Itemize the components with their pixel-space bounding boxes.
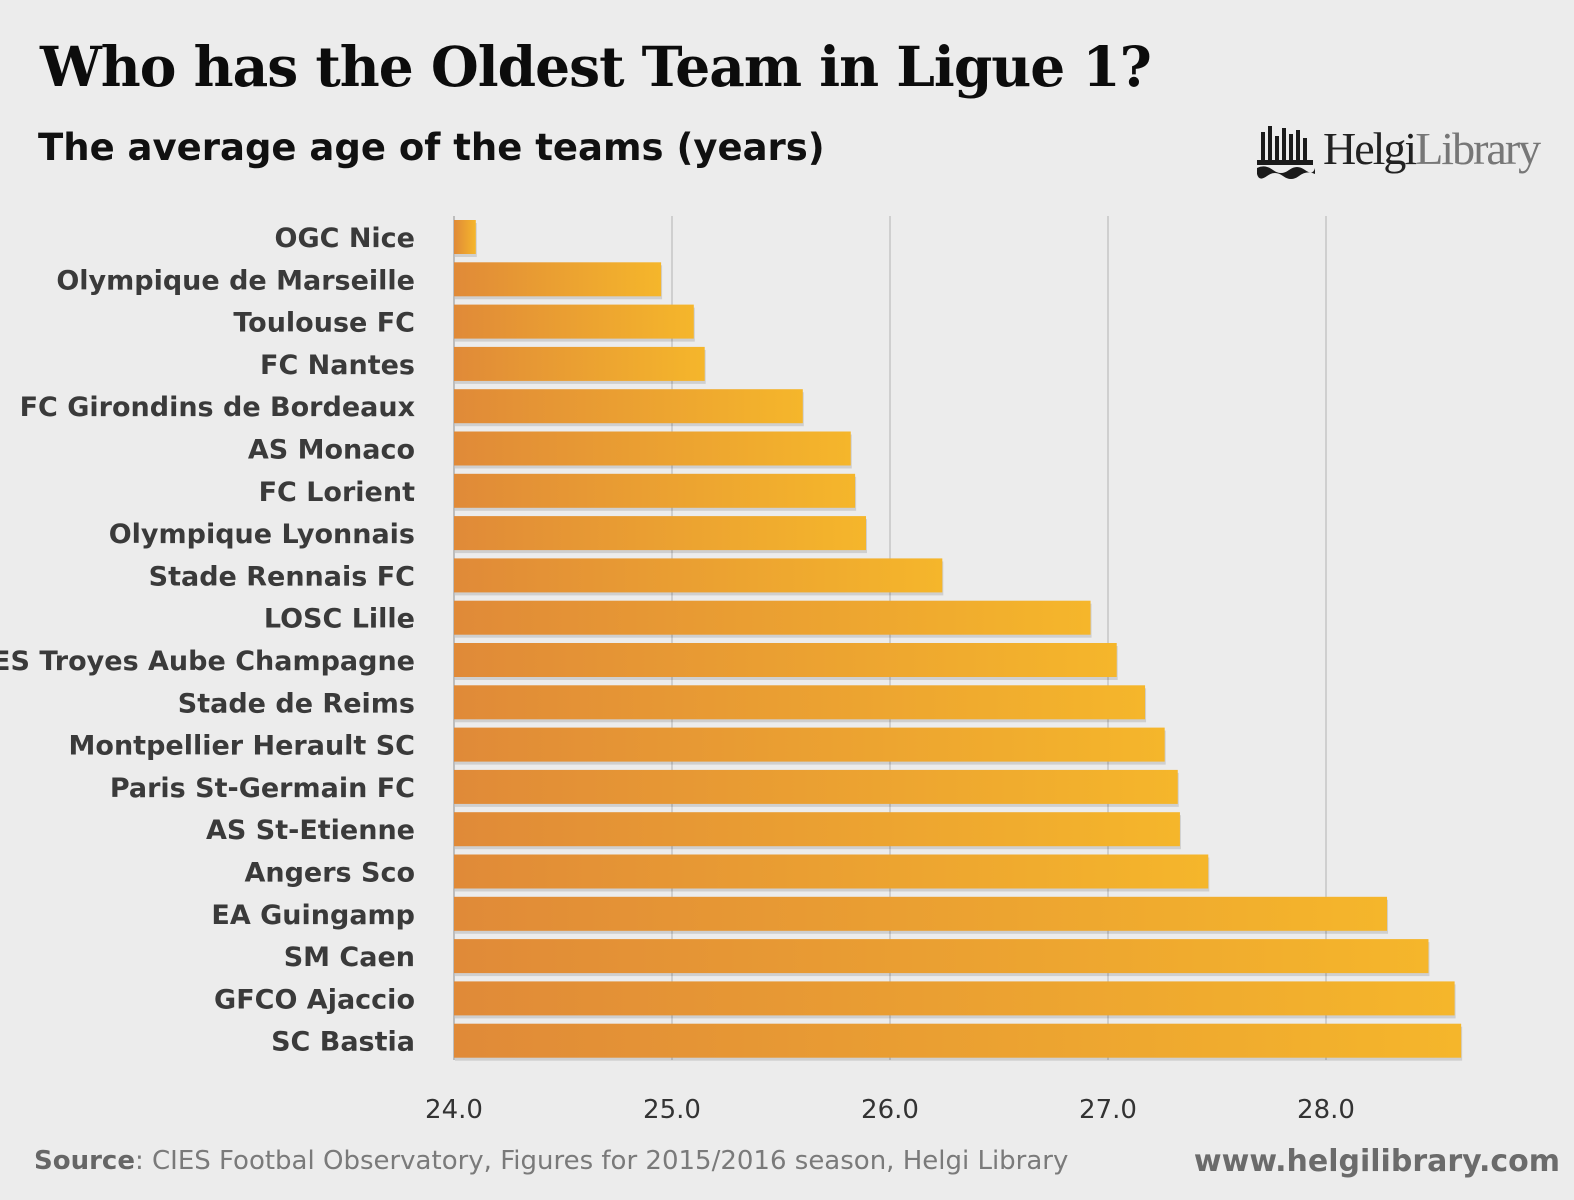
category-label: Paris St-Germain FC [110,773,415,804]
bar [454,346,705,381]
bar [454,431,851,466]
category-labels: OGC Nice Olympique de Marseille Toulouse F… [0,223,415,1058]
bars [454,220,1463,1061]
category-label: Stade Rennais FC [149,561,415,592]
bar [454,304,694,339]
logo-wordmark-light: Library [1415,123,1541,174]
bar [454,600,1091,635]
category-label: SM Caen [284,942,415,973]
x-tick-label: 26.0 [861,1095,919,1125]
category-label: Olympique de Marseille [56,265,415,296]
bar [454,262,662,297]
bar [454,1023,1462,1058]
bar [454,981,1455,1016]
category-label: OGC Nice [275,223,416,254]
chart-subtitle: The average age of the teams (years) [38,126,825,169]
category-label: FC Nantes [260,350,415,381]
category-label: LOSC Lille [264,604,415,635]
x-tick-label: 28.0 [1297,1095,1355,1125]
category-label: AS St-Etienne [206,815,415,846]
category-label: FC Girondins de Bordeaux [20,392,415,423]
bar [454,896,1388,931]
helgi-library-building-icon [1257,126,1315,179]
bar [454,473,856,508]
category-label: SC Bastia [271,1027,415,1058]
logo-wordmark: HelgiLibrary [1323,122,1541,175]
category-label: Stade de Reims [178,688,415,719]
logo-wordmark-dark: Helgi [1323,123,1417,174]
source-note: Source: CIES Footbal Observatory, Figure… [34,1146,1068,1176]
bar [454,727,1165,762]
x-axis-ticks: 24.0 25.0 26.0 27.0 28.0 [425,1095,1355,1125]
category-label: AS Monaco [248,435,415,466]
bar [454,812,1180,847]
chart-title: Who has the Oldest Team in Ligue 1? [40,34,1152,99]
bar [454,220,476,254]
source-label: Source [34,1146,135,1176]
x-tick-label: 24.0 [425,1095,483,1125]
bar [454,854,1209,889]
bar [454,389,803,424]
x-tick-label: 27.0 [1079,1095,1137,1125]
bar [454,643,1117,677]
bar [454,939,1429,974]
category-label: EA Guingamp [211,900,415,931]
category-label: Angers Sco [244,858,415,889]
category-label: Olympique Lyonnais [109,519,415,550]
bar [454,769,1178,804]
bar [454,558,943,593]
category-label: FC Lorient [259,477,416,508]
category-label: GFCO Ajaccio [214,984,415,1015]
bar [454,516,867,551]
source-url-link[interactable]: www.helgilibrary.com [1193,1144,1560,1179]
source-text: : CIES Footbal Observatory, Figures for … [134,1146,1069,1176]
x-tick-label: 25.0 [643,1095,701,1125]
helgi-library-logo[interactable]: HelgiLibrary [1255,118,1545,184]
category-label: Toulouse FC [233,308,415,339]
category-label: ES Troyes Aube Champagne [0,646,415,677]
bar [454,685,1146,720]
category-label: Montpellier Herault SC [69,731,415,762]
bar-chart: OGC Nice Olympique de Marseille Toulouse F… [0,216,1463,1125]
